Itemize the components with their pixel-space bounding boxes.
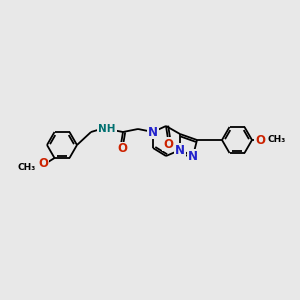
Text: N: N — [188, 149, 198, 163]
Text: O: O — [255, 134, 265, 146]
Text: O: O — [163, 137, 173, 151]
Text: N: N — [148, 125, 158, 139]
Text: N: N — [175, 143, 185, 157]
Text: O: O — [117, 142, 127, 155]
Text: NH: NH — [98, 124, 116, 134]
Text: O: O — [38, 158, 49, 170]
Text: CH₃: CH₃ — [268, 136, 286, 145]
Text: CH₃: CH₃ — [17, 164, 35, 172]
